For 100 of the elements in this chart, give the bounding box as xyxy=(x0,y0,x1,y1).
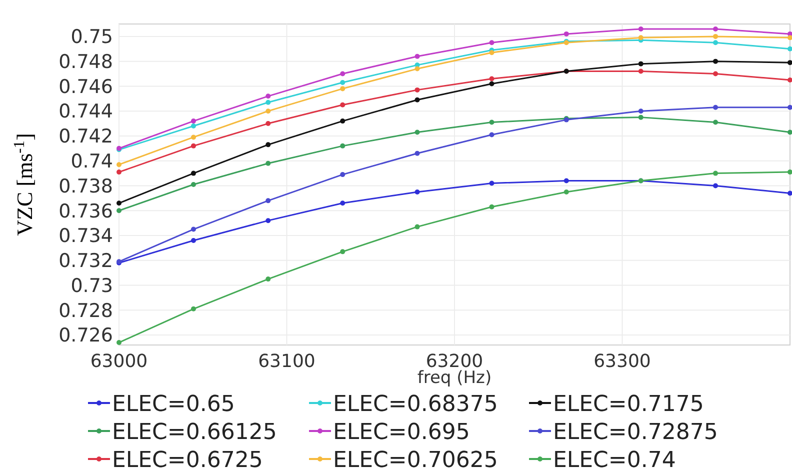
y-tick-label: 0.73 xyxy=(70,274,113,297)
point xyxy=(788,130,792,135)
point xyxy=(190,118,196,124)
y-tick-label: 0.744 xyxy=(58,100,113,123)
point xyxy=(414,54,420,59)
point xyxy=(414,130,420,135)
point xyxy=(116,162,122,168)
point xyxy=(788,60,792,66)
point xyxy=(266,94,271,99)
point xyxy=(713,104,718,110)
point xyxy=(638,114,644,120)
point xyxy=(266,108,271,114)
point xyxy=(340,249,346,254)
y-tick-label: 0.738 xyxy=(58,175,113,198)
point xyxy=(190,134,196,140)
point xyxy=(340,143,346,148)
point xyxy=(190,238,196,243)
legend-label: ELEC=0.72875 xyxy=(553,420,718,445)
point xyxy=(266,121,271,126)
point xyxy=(638,108,644,114)
point xyxy=(713,58,718,64)
point xyxy=(788,35,792,40)
y-tick-label: 0.748 xyxy=(58,50,113,73)
x-axis-title: freq (Hz) xyxy=(417,368,492,388)
point xyxy=(116,208,122,214)
point xyxy=(489,180,494,186)
point xyxy=(266,218,271,224)
x-tick-label: 63300 xyxy=(594,351,651,372)
legend-label: ELEC=0.66125 xyxy=(112,420,277,445)
point xyxy=(340,102,346,108)
point xyxy=(489,132,494,138)
point xyxy=(414,189,420,194)
legend-label: ELEC=0.6725 xyxy=(112,448,263,473)
point xyxy=(489,81,494,86)
point xyxy=(266,198,271,204)
point xyxy=(788,190,792,196)
point xyxy=(788,104,792,110)
point xyxy=(713,71,718,76)
y-tick-label: 0.728 xyxy=(58,300,113,322)
point xyxy=(489,76,494,82)
point xyxy=(564,31,569,36)
point xyxy=(414,66,420,72)
point xyxy=(116,200,122,206)
point xyxy=(788,46,792,52)
point xyxy=(414,97,420,102)
point xyxy=(713,120,718,125)
point xyxy=(489,50,494,56)
point xyxy=(340,200,346,206)
point xyxy=(638,61,644,66)
point xyxy=(340,80,346,85)
point xyxy=(564,189,569,194)
point xyxy=(489,40,494,46)
x-tick-label: 63000 xyxy=(90,351,148,372)
point xyxy=(340,86,346,92)
point xyxy=(190,170,196,176)
point xyxy=(414,87,420,92)
legend-label: ELEC=0.74 xyxy=(553,448,676,473)
point xyxy=(713,170,718,176)
point xyxy=(638,68,644,74)
legend-label: ELEC=0.70625 xyxy=(333,448,498,473)
point xyxy=(414,224,420,230)
y-tick-label: 0.742 xyxy=(58,126,113,148)
point xyxy=(489,120,494,125)
point xyxy=(266,100,271,105)
point xyxy=(489,204,494,210)
point xyxy=(638,26,644,32)
y-tick-label: 0.726 xyxy=(58,324,113,347)
point xyxy=(266,160,271,166)
y-tick-label: 0.746 xyxy=(58,76,113,98)
point xyxy=(713,34,718,39)
legend-label: ELEC=0.7175 xyxy=(553,392,704,417)
point xyxy=(340,172,346,178)
point xyxy=(190,226,196,232)
point xyxy=(788,170,792,175)
y-tick-label: 0.736 xyxy=(58,200,113,222)
y-tick-label: 0.75 xyxy=(70,26,113,48)
y-tick-label: 0.734 xyxy=(58,225,113,248)
legend-label: ELEC=0.695 xyxy=(333,420,470,445)
point xyxy=(266,142,271,148)
y-tick-label: 0.74 xyxy=(70,150,113,173)
point xyxy=(638,35,644,40)
point xyxy=(266,276,271,282)
point xyxy=(564,178,569,184)
point xyxy=(713,183,718,188)
point xyxy=(190,143,196,148)
point xyxy=(190,306,196,312)
point xyxy=(713,26,718,32)
legend-label: ELEC=0.68375 xyxy=(333,392,498,417)
point xyxy=(788,77,792,82)
point xyxy=(340,118,346,124)
y-tick-label: 0.732 xyxy=(58,250,113,272)
point xyxy=(116,340,122,346)
point xyxy=(116,170,122,175)
point xyxy=(190,124,196,129)
point xyxy=(190,182,196,187)
point xyxy=(713,40,718,46)
legend-label: ELEC=0.65 xyxy=(112,392,235,417)
point xyxy=(340,71,346,76)
x-tick-label: 63100 xyxy=(258,351,316,372)
point xyxy=(414,150,420,156)
